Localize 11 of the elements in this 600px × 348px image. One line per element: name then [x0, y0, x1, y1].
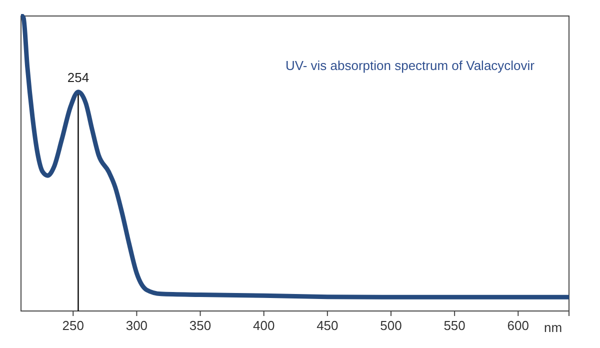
annotation: UV- vis absorption spectrum of Valacyclovir [285, 58, 536, 73]
x-tick-label: 300 [126, 318, 148, 333]
x-tick-label: 600 [507, 318, 529, 333]
x-tick-label: 350 [189, 318, 212, 333]
x-tick-label: 550 [444, 318, 466, 333]
x-axis-title: nm [544, 320, 562, 335]
x-tick-label: 450 [316, 318, 338, 333]
x-tick-label: 400 [253, 318, 275, 333]
ref-line-label: 254 [67, 70, 90, 85]
x-tick-label: 250 [62, 318, 84, 333]
x-tick-label: 500 [380, 318, 402, 333]
